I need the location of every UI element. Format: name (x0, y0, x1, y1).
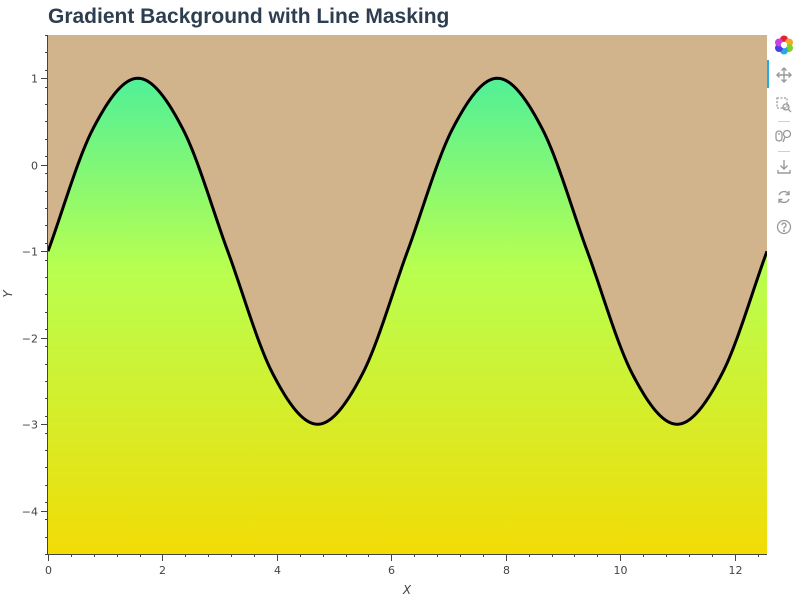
x-axis-label: X (402, 583, 412, 597)
y-tick-label: 1 (31, 73, 38, 86)
x-tick-label: 12 (729, 564, 743, 577)
y-tick-label: −1 (22, 246, 38, 259)
bokeh-logo-icon[interactable] (772, 33, 796, 57)
y-axis: 1 0 −1 −2 −3 −4 (22, 35, 48, 555)
x-tick-label: 4 (274, 564, 281, 577)
x-tick-label: 6 (388, 564, 395, 577)
x-tick-label: 2 (159, 564, 166, 577)
toolbar-divider (778, 151, 790, 152)
y-tick-label: −2 (22, 333, 38, 346)
chart-title: Gradient Background with Line Masking (48, 5, 450, 28)
toolbar-divider (778, 121, 790, 122)
x-tick-label: 10 (614, 564, 628, 577)
gradient-area (48, 78, 767, 554)
help-tool-icon[interactable] (772, 215, 796, 239)
y-axis-label: Y (1, 289, 15, 298)
sine-line (48, 76, 767, 426)
x-axis: 0 2 4 6 8 10 12 (45, 554, 767, 577)
y-tick-label: 0 (31, 160, 38, 173)
wheel-zoom-tool-icon[interactable] (772, 124, 796, 148)
pan-tool-icon[interactable] (772, 63, 796, 87)
y-tick-label: −3 (22, 419, 38, 432)
reset-tool-icon[interactable] (772, 185, 796, 209)
y-tick-label: −4 (22, 506, 38, 519)
active-tool-indicator (767, 60, 769, 88)
x-tick-label: 8 (503, 564, 510, 577)
box-zoom-tool-icon[interactable] (772, 93, 796, 117)
x-tick-label: 0 (45, 564, 52, 577)
save-tool-icon[interactable] (772, 155, 796, 179)
